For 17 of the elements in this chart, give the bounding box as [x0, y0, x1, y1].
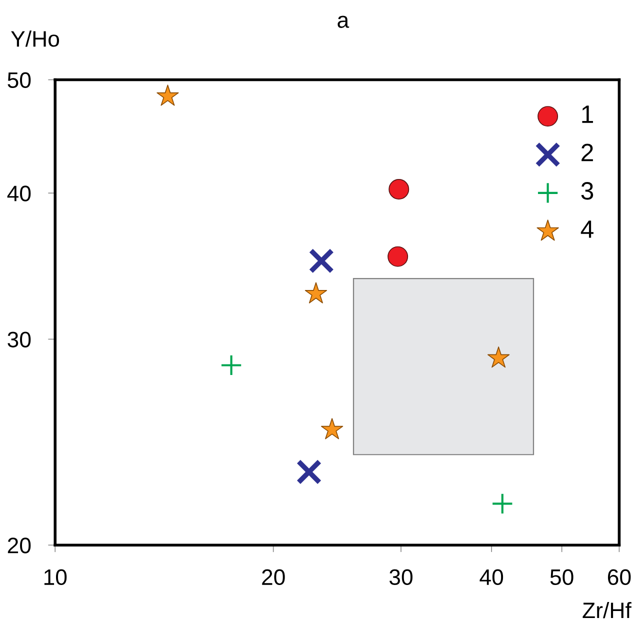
y-tick-label: 30 — [8, 332, 31, 348]
y-tick-label: 50 — [8, 72, 31, 88]
y-axis-title: Y/Ho — [11, 30, 60, 47]
legend-label: 1 — [582, 106, 593, 123]
x-axis-title: Zr/Hf — [582, 602, 632, 618]
x-tick-label: 50 — [550, 569, 574, 586]
y-tick-label: 20 — [8, 538, 31, 554]
legend-label: 2 — [582, 144, 593, 162]
x-tick-label: 60 — [608, 569, 631, 586]
x-tick-label: 30 — [389, 569, 412, 586]
chart-title: a — [338, 16, 350, 28]
x-tick-label: 20 — [262, 569, 285, 586]
x-tick-label: 40 — [480, 569, 504, 586]
legend-label: 4 — [580, 220, 594, 238]
legend-label: 3 — [581, 182, 594, 200]
x-tick-label: 10 — [44, 569, 67, 586]
y-tick-label: 40 — [7, 186, 31, 202]
